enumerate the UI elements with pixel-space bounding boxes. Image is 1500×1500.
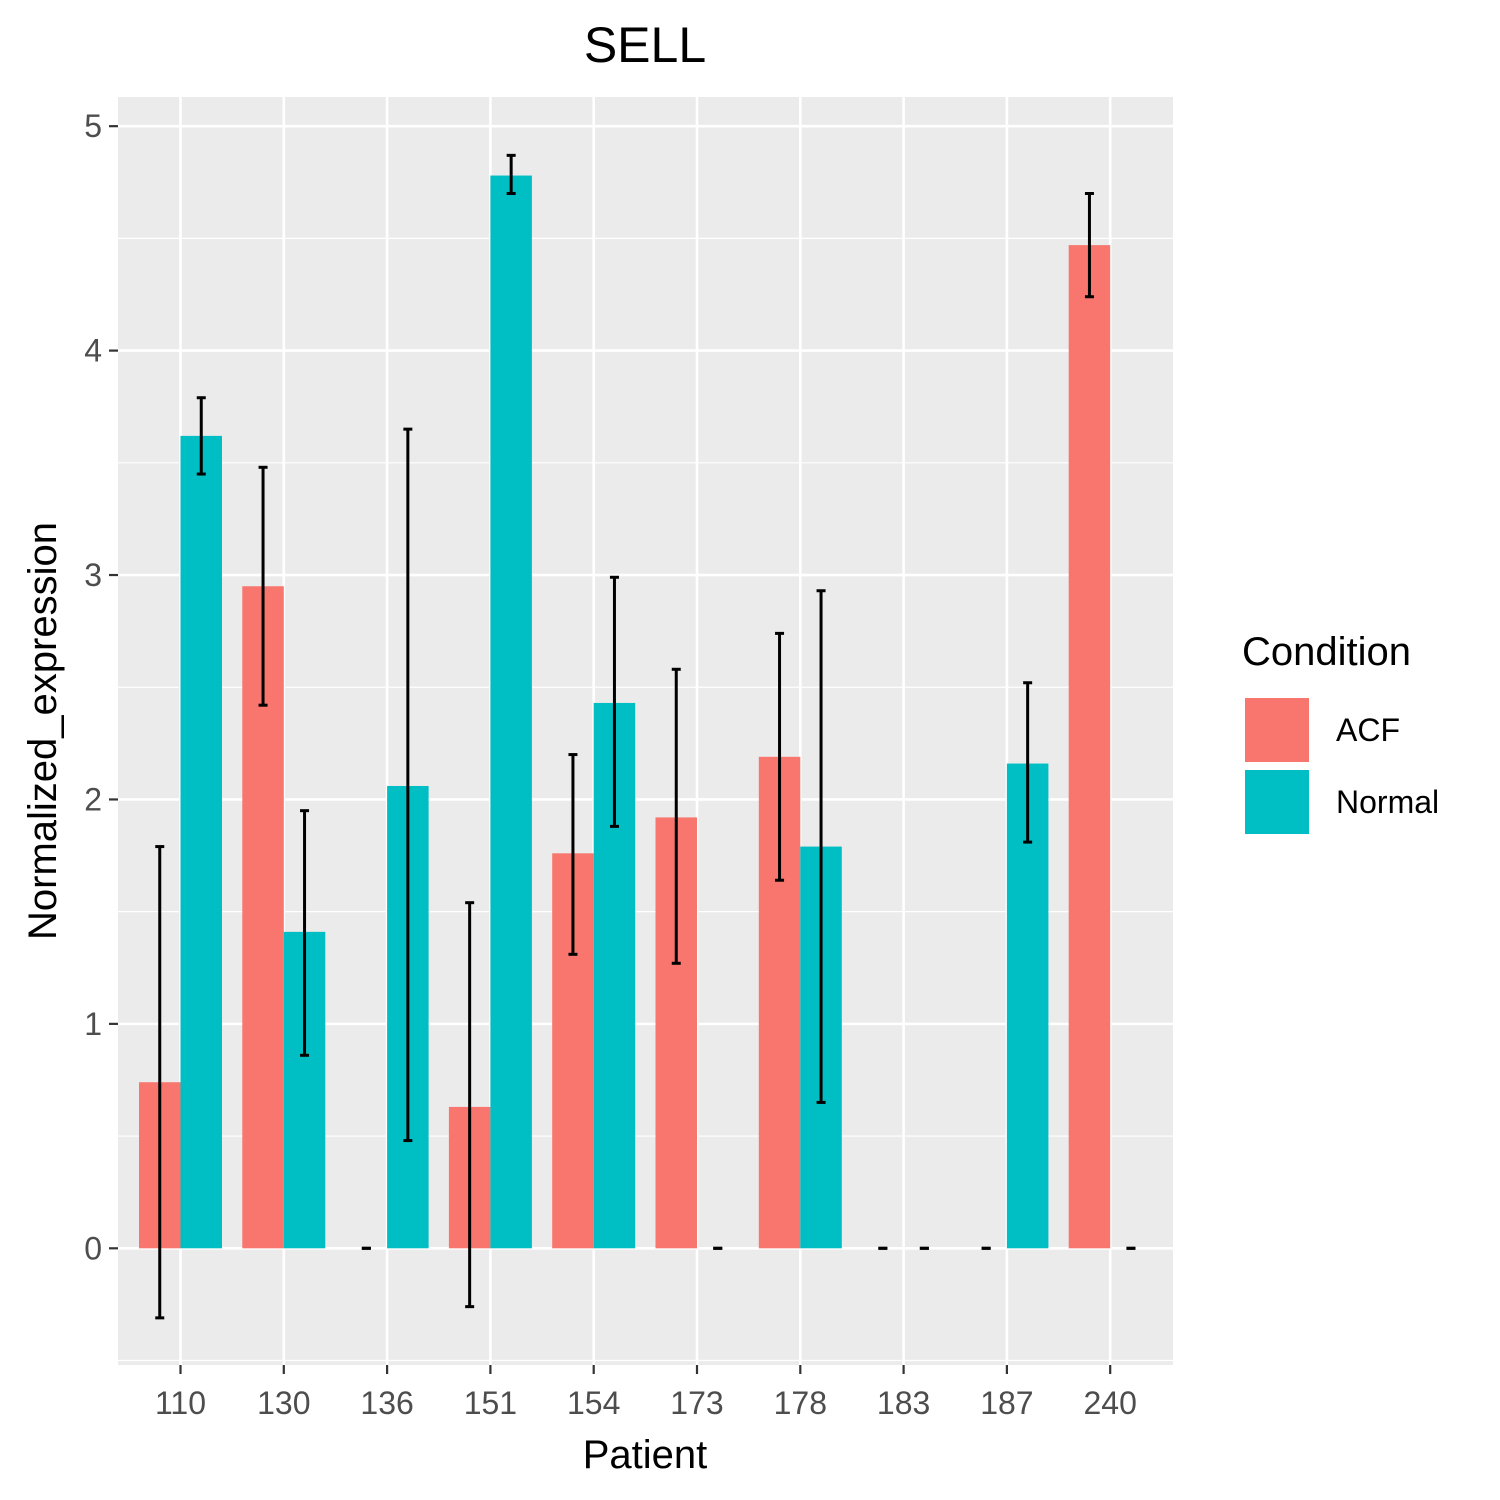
error-bar-acf-178 bbox=[775, 631, 785, 882]
error-bar-normal-110 bbox=[196, 396, 206, 476]
bar-normal-110 bbox=[180, 435, 222, 1249]
error-bar-normal-136 bbox=[403, 427, 413, 1143]
error-bar-normal-187 bbox=[1023, 681, 1033, 844]
x-axis: 110 130 136 151 154 173 178 183 187 240 bbox=[155, 1365, 1137, 1421]
error-bar-normal-151 bbox=[506, 153, 516, 196]
legend: Condition ACF Normal bbox=[1242, 630, 1439, 837]
error-bar-acf-173 bbox=[671, 667, 681, 965]
bar-acf-240 bbox=[1068, 245, 1111, 1249]
legend-label-normal: Normal bbox=[1336, 784, 1439, 820]
bar-normal-187 bbox=[1006, 763, 1049, 1249]
legend-label-acf: ACF bbox=[1336, 712, 1400, 748]
y-axis: 0 1 2 3 4 5 bbox=[84, 108, 118, 1266]
x-tick-label: 178 bbox=[774, 1385, 827, 1421]
y-tick-label: 0 bbox=[84, 1230, 102, 1266]
error-bar-acf-151 bbox=[465, 901, 475, 1309]
x-tick-label: 154 bbox=[567, 1385, 620, 1421]
y-tick-label: 5 bbox=[84, 108, 102, 144]
x-tick-label: 173 bbox=[670, 1385, 723, 1421]
error-bar-normal-130 bbox=[300, 809, 310, 1057]
error-bar-acf-110 bbox=[155, 845, 165, 1320]
y-tick-label: 3 bbox=[84, 557, 102, 593]
x-tick-label: 187 bbox=[980, 1385, 1033, 1421]
x-tick-label: 110 bbox=[155, 1385, 206, 1421]
y-axis-title: Normalized_expression bbox=[21, 522, 65, 940]
x-tick-label: 183 bbox=[877, 1385, 930, 1421]
x-tick-label: 240 bbox=[1084, 1385, 1137, 1421]
x-axis-title: Patient bbox=[583, 1433, 708, 1477]
chart-title: SELL bbox=[584, 17, 706, 73]
error-bar-acf-240 bbox=[1084, 192, 1094, 299]
legend-title: Condition bbox=[1242, 630, 1411, 674]
bars bbox=[139, 175, 1111, 1249]
y-tick-label: 4 bbox=[84, 333, 102, 369]
x-tick-label: 151 bbox=[464, 1385, 517, 1421]
x-tick-label: 130 bbox=[257, 1385, 310, 1421]
x-tick-label: 136 bbox=[360, 1385, 413, 1421]
error-bar-normal-178 bbox=[816, 589, 826, 1104]
legend-key-normal bbox=[1245, 770, 1309, 834]
error-bar-acf-130 bbox=[258, 465, 268, 707]
error-bar-acf-154 bbox=[568, 753, 578, 956]
legend-key-acf bbox=[1245, 698, 1309, 762]
error-bars bbox=[155, 153, 1136, 1320]
y-tick-label: 1 bbox=[84, 1006, 102, 1042]
bar-normal-151 bbox=[490, 175, 532, 1249]
error-bar-normal-154 bbox=[609, 575, 619, 828]
y-tick-label: 2 bbox=[84, 781, 102, 817]
